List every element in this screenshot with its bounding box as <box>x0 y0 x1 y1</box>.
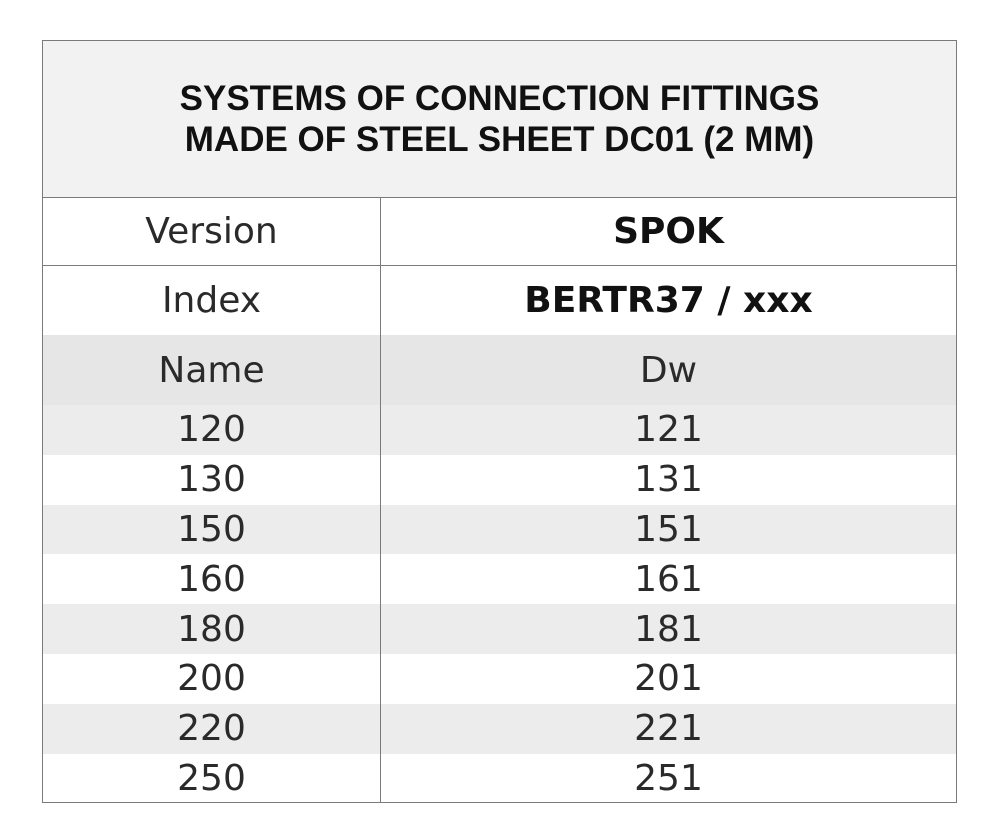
table-row: 180 181 <box>43 604 956 654</box>
row-dw-cell: 251 <box>634 757 703 799</box>
table-row: 200 201 <box>43 654 956 704</box>
version-row: Version SPOK <box>43 198 956 266</box>
index-value: BERTR37 / xxx <box>524 280 813 321</box>
row-dw-cell: 151 <box>634 508 703 550</box>
version-label: Version <box>43 198 381 265</box>
row-dw-cell: 121 <box>634 409 703 451</box>
column-header-dw: Dw <box>639 349 698 391</box>
row-name-cell: 200 <box>43 654 381 704</box>
column-header-row: Name Dw <box>43 335 956 405</box>
row-dw-cell: 201 <box>634 658 703 700</box>
index-row: Index BERTR37 / xxx <box>43 266 956 335</box>
row-dw-cell: 221 <box>634 708 703 750</box>
row-dw-cell: 131 <box>634 459 703 501</box>
table-row: 120 121 <box>43 405 956 455</box>
row-dw-cell: 181 <box>634 608 703 650</box>
row-name-cell: 160 <box>43 554 381 605</box>
title-line-1: SYSTEMS OF CONNECTION FITTINGS <box>179 79 820 118</box>
row-name-cell: 250 <box>43 753 381 804</box>
row-dw-cell: 161 <box>634 558 703 600</box>
row-name-cell: 130 <box>43 454 381 505</box>
table-row: 160 161 <box>43 554 956 605</box>
row-name-cell: 150 <box>43 504 381 555</box>
title-line-2: MADE OF STEEL SHEET DC01 (2 MM) <box>184 120 815 159</box>
table-row: 150 151 <box>43 504 956 555</box>
version-value: SPOK <box>613 211 724 252</box>
fittings-table: SYSTEMS OF CONNECTION FITTINGS MADE OF S… <box>42 40 957 804</box>
column-header-name: Name <box>43 335 381 405</box>
row-name-cell: 180 <box>43 604 381 654</box>
row-name-cell: 120 <box>43 405 381 455</box>
table-row: 250 251 <box>43 753 956 804</box>
table-row: 130 131 <box>43 454 956 505</box>
row-name-cell: 220 <box>43 703 381 754</box>
table-row: 220 221 <box>43 703 956 754</box>
table-title: SYSTEMS OF CONNECTION FITTINGS MADE OF S… <box>43 41 956 198</box>
index-label: Index <box>43 266 381 335</box>
